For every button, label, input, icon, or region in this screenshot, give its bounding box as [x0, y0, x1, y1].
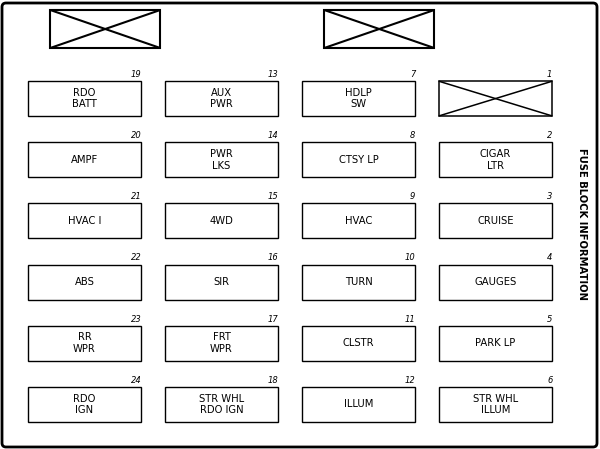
Text: 4WD: 4WD: [209, 216, 233, 226]
Text: 13: 13: [268, 70, 278, 79]
Text: 6: 6: [547, 376, 553, 385]
Text: RR
WPR: RR WPR: [73, 332, 96, 354]
Text: SIR: SIR: [214, 277, 229, 287]
Bar: [439, 387, 553, 422]
Text: 24: 24: [131, 376, 142, 385]
Text: CIGAR
LTR: CIGAR LTR: [480, 149, 511, 171]
Text: 12: 12: [404, 376, 415, 385]
Text: 4: 4: [547, 254, 553, 263]
Bar: [302, 264, 415, 299]
Text: ABS: ABS: [74, 277, 94, 287]
Bar: [439, 81, 553, 116]
Text: ILLUM: ILLUM: [344, 400, 373, 409]
Text: 2: 2: [547, 131, 553, 140]
Text: RDO
BATT: RDO BATT: [72, 88, 97, 110]
Bar: [164, 264, 278, 299]
Bar: [439, 326, 553, 361]
Bar: [439, 142, 553, 177]
Bar: [28, 387, 142, 422]
Bar: [439, 203, 553, 238]
Text: TURN: TURN: [344, 277, 373, 287]
Text: 20: 20: [131, 131, 142, 140]
Text: FUSE BLOCK INFORMATION: FUSE BLOCK INFORMATION: [577, 149, 587, 300]
Bar: [28, 81, 142, 116]
Text: 15: 15: [268, 192, 278, 201]
FancyBboxPatch shape: [2, 3, 597, 447]
Text: CLSTR: CLSTR: [343, 338, 374, 348]
Text: 3: 3: [547, 192, 553, 201]
Text: HVAC: HVAC: [345, 216, 372, 226]
Bar: [439, 264, 553, 299]
Text: 21: 21: [131, 192, 142, 201]
Text: RDO
IGN: RDO IGN: [73, 394, 95, 415]
Text: CTSY LP: CTSY LP: [338, 155, 379, 165]
Text: 14: 14: [268, 131, 278, 140]
Bar: [28, 326, 142, 361]
Text: PWR
LKS: PWR LKS: [210, 149, 233, 171]
Bar: [302, 326, 415, 361]
Text: 5: 5: [547, 315, 553, 324]
Text: 17: 17: [268, 315, 278, 324]
Text: 16: 16: [268, 254, 278, 263]
Text: 1: 1: [547, 70, 553, 79]
Text: STR WHL
ILLUM: STR WHL ILLUM: [473, 394, 518, 415]
Text: 18: 18: [268, 376, 278, 385]
Bar: [302, 142, 415, 177]
Bar: [28, 264, 142, 299]
Text: 23: 23: [131, 315, 142, 324]
Text: AMPF: AMPF: [71, 155, 98, 165]
Bar: [302, 387, 415, 422]
Text: CRUISE: CRUISE: [477, 216, 514, 226]
Bar: [164, 203, 278, 238]
Bar: [28, 203, 142, 238]
Text: 19: 19: [131, 70, 142, 79]
Text: HVAC I: HVAC I: [68, 216, 101, 226]
Text: 11: 11: [404, 315, 415, 324]
Text: STR WHL
RDO IGN: STR WHL RDO IGN: [199, 394, 244, 415]
Text: FRT
WPR: FRT WPR: [210, 332, 233, 354]
Bar: [28, 142, 142, 177]
Text: PARK LP: PARK LP: [475, 338, 515, 348]
Text: GAUGES: GAUGES: [475, 277, 517, 287]
Text: HDLP
SW: HDLP SW: [345, 88, 372, 110]
Text: 10: 10: [404, 254, 415, 263]
Text: 22: 22: [131, 254, 142, 263]
Bar: [164, 81, 278, 116]
Bar: [164, 387, 278, 422]
Bar: [164, 326, 278, 361]
Bar: [302, 203, 415, 238]
Text: AUX
PWR: AUX PWR: [210, 88, 233, 110]
Bar: [324, 10, 434, 48]
Bar: [302, 81, 415, 116]
Bar: [50, 10, 160, 48]
Text: 7: 7: [410, 70, 415, 79]
Text: 8: 8: [410, 131, 415, 140]
Text: 9: 9: [410, 192, 415, 201]
Bar: [164, 142, 278, 177]
